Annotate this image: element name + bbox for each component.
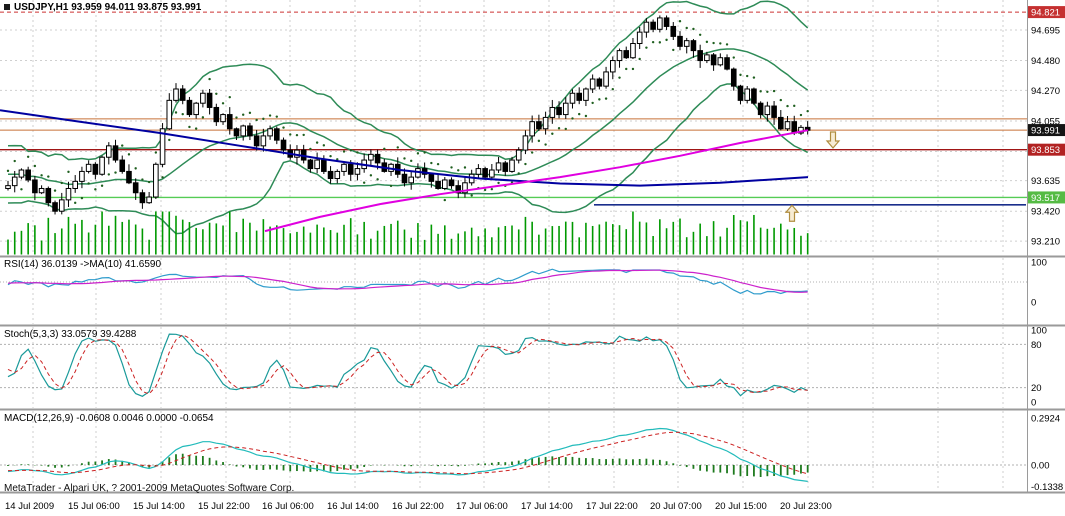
svg-text:20: 20 xyxy=(1031,383,1042,394)
svg-text:80: 80 xyxy=(1031,340,1042,351)
svg-text:-0.1338: -0.1338 xyxy=(1031,482,1063,493)
svg-text:0: 0 xyxy=(1031,398,1036,409)
svg-text:94.480: 94.480 xyxy=(1031,56,1060,67)
bollinger-layer xyxy=(7,0,809,235)
svg-text:20 Jul 07:00: 20 Jul 07:00 xyxy=(650,501,702,512)
svg-text:15 Jul 06:00: 15 Jul 06:00 xyxy=(68,501,120,512)
grid-layer xyxy=(0,0,1027,491)
svg-text:15 Jul 22:00: 15 Jul 22:00 xyxy=(198,501,250,512)
arrow-down-icon[interactable] xyxy=(825,131,841,149)
svg-text:16 Jul 06:00: 16 Jul 06:00 xyxy=(262,501,314,512)
svg-text:16 Jul 22:00: 16 Jul 22:00 xyxy=(392,501,444,512)
separators xyxy=(0,0,1065,494)
svg-text:93.517: 93.517 xyxy=(1031,193,1060,204)
svg-text:16 Jul 14:00: 16 Jul 14:00 xyxy=(327,501,379,512)
svg-text:20 Jul 23:00: 20 Jul 23:00 xyxy=(780,501,832,512)
price-axis: 94.695 94.480 94.270 94.055 93.635 93.420 93.2… xyxy=(1028,6,1065,493)
price-tag xyxy=(1028,143,1065,156)
arrow-up-icon[interactable] xyxy=(784,204,800,222)
svg-text:93.635: 93.635 xyxy=(1031,176,1060,187)
annotations-layer xyxy=(784,131,841,222)
svg-text:94.695: 94.695 xyxy=(1031,26,1060,37)
price-tag xyxy=(1028,191,1065,204)
svg-text:93.210: 93.210 xyxy=(1031,237,1060,248)
svg-text:17 Jul 22:00: 17 Jul 22:00 xyxy=(586,501,638,512)
sar-dots-layer xyxy=(6,20,809,205)
price-tag xyxy=(1028,6,1065,19)
svg-text:94.055: 94.055 xyxy=(1031,116,1060,127)
svg-text:17 Jul 06:00: 17 Jul 06:00 xyxy=(456,501,508,512)
svg-text:100: 100 xyxy=(1031,258,1047,269)
svg-text:20 Jul 15:00: 20 Jul 15:00 xyxy=(715,501,767,512)
macd-panel xyxy=(0,427,1027,482)
svg-text:17 Jul 14:00: 17 Jul 14:00 xyxy=(521,501,573,512)
stoch-panel xyxy=(0,333,1027,397)
svg-text:94.270: 94.270 xyxy=(1031,86,1060,97)
rsi-panel xyxy=(0,268,1027,295)
svg-text:14 Jul 2009: 14 Jul 2009 xyxy=(5,501,54,512)
svg-text:0: 0 xyxy=(1031,298,1036,309)
price-tag xyxy=(1028,124,1065,137)
svg-text:0.00: 0.00 xyxy=(1031,461,1050,472)
svg-text:94.821: 94.821 xyxy=(1031,8,1060,19)
svg-text:0.2924: 0.2924 xyxy=(1031,413,1060,424)
svg-text:15 Jul 14:00: 15 Jul 14:00 xyxy=(133,501,185,512)
volume-layer xyxy=(7,211,809,255)
svg-text:93.991: 93.991 xyxy=(1031,126,1060,137)
moving-averages-layer xyxy=(0,109,809,233)
time-axis: 14 Jul 2009 15 Jul 06:00 15 Jul 14:00 15 Ju… xyxy=(5,501,832,512)
svg-text:93.420: 93.420 xyxy=(1031,207,1060,218)
svg-text:100: 100 xyxy=(1031,326,1047,337)
svg-text:93.853: 93.853 xyxy=(1031,145,1060,156)
